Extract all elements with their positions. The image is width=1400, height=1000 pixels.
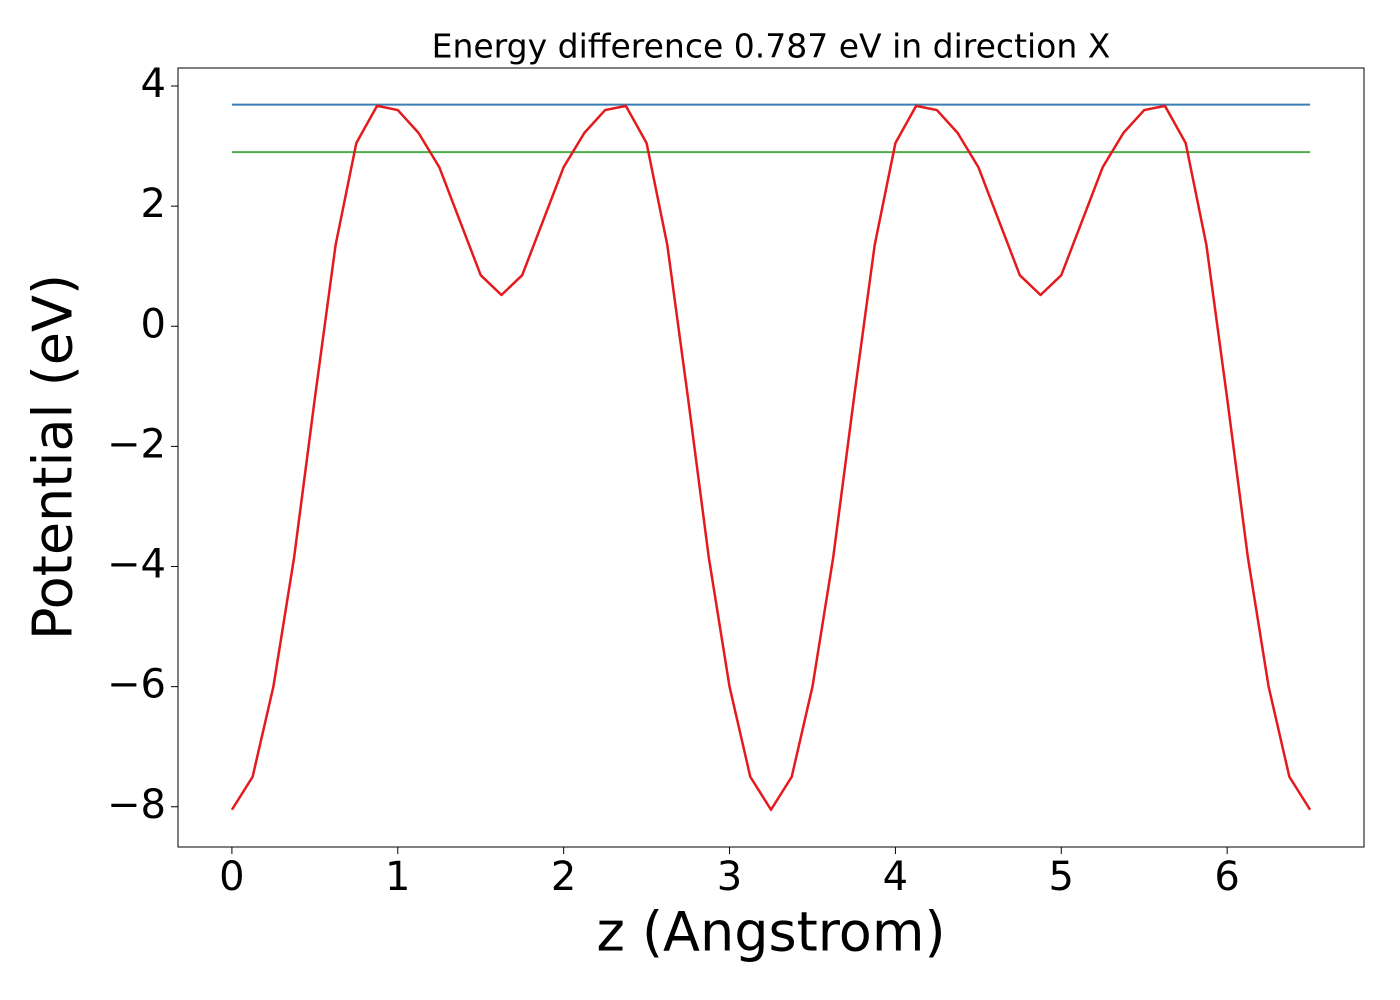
data-line — [230, 104, 1312, 812]
y-tick-label: −4 — [107, 542, 166, 588]
x-tick-label: 2 — [551, 854, 576, 900]
x-tick-label: 6 — [1214, 854, 1239, 900]
y-axis-label: Potential (eV) — [22, 274, 85, 640]
x-tick-label: 5 — [1049, 854, 1074, 900]
y-tick-label: 2 — [141, 181, 166, 227]
y-tick-label: 0 — [141, 301, 166, 347]
x-tick-label: 3 — [717, 854, 742, 900]
x-tick-label: 4 — [883, 854, 908, 900]
plot-frame — [177, 67, 1365, 848]
x-tick-label: 1 — [385, 854, 410, 900]
y-tick-label: −6 — [107, 662, 166, 708]
x-tick-label: 0 — [219, 854, 244, 900]
x-axis-label: z (Angstrom) — [596, 901, 945, 964]
y-tick-label: 4 — [141, 61, 166, 107]
y-tick-label: −8 — [107, 782, 166, 828]
chart-title: Energy difference 0.787 eV in direction … — [432, 27, 1111, 66]
y-tick-label: −2 — [107, 421, 166, 467]
